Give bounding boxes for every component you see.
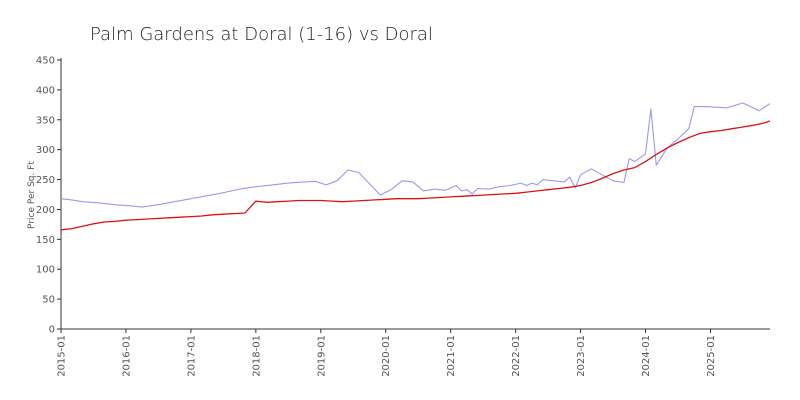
y-tick-label: 200: [36, 205, 55, 216]
y-tick-label: 100: [36, 265, 55, 276]
x-tick-label: 2021-01: [446, 335, 457, 377]
x-tick-label: 2024-01: [641, 335, 652, 377]
x-tick-label: 2020-01: [381, 335, 392, 377]
y-axis-label: Price Per Sq. Ft: [27, 161, 37, 229]
y-tick-label: 50: [42, 295, 55, 306]
y-tick-label: 0: [49, 325, 55, 336]
y-tick-label: 450: [36, 56, 55, 67]
x-tick-label: 2016-01: [121, 335, 132, 377]
y-tick-label: 400: [36, 85, 55, 96]
x-tick-label: 2022-01: [511, 335, 522, 377]
y-tick-label: 250: [36, 175, 55, 186]
y-tick-label: 150: [36, 235, 55, 246]
y-tick-label: 350: [36, 115, 55, 126]
x-tick-label: 2019-01: [316, 335, 327, 377]
x-tick-label: 2025-01: [706, 335, 717, 377]
x-tick-label: 2023-01: [576, 335, 587, 377]
chart-title: Palm Gardens at Doral (1-16) vs Doral: [90, 24, 433, 45]
axes: 0 50 100 150 200 250 300 350 400 450 2015-01 2016-0…: [36, 56, 770, 377]
x-tick-label: 2017-01: [186, 335, 197, 377]
series-line-2: [60, 120, 771, 231]
series-layer: [60, 102, 771, 231]
x-tick-label: 2018-01: [251, 335, 262, 377]
series-line-1: [60, 102, 771, 208]
y-tick-label: 300: [36, 145, 55, 156]
x-tick-label: 2015-01: [57, 335, 68, 377]
